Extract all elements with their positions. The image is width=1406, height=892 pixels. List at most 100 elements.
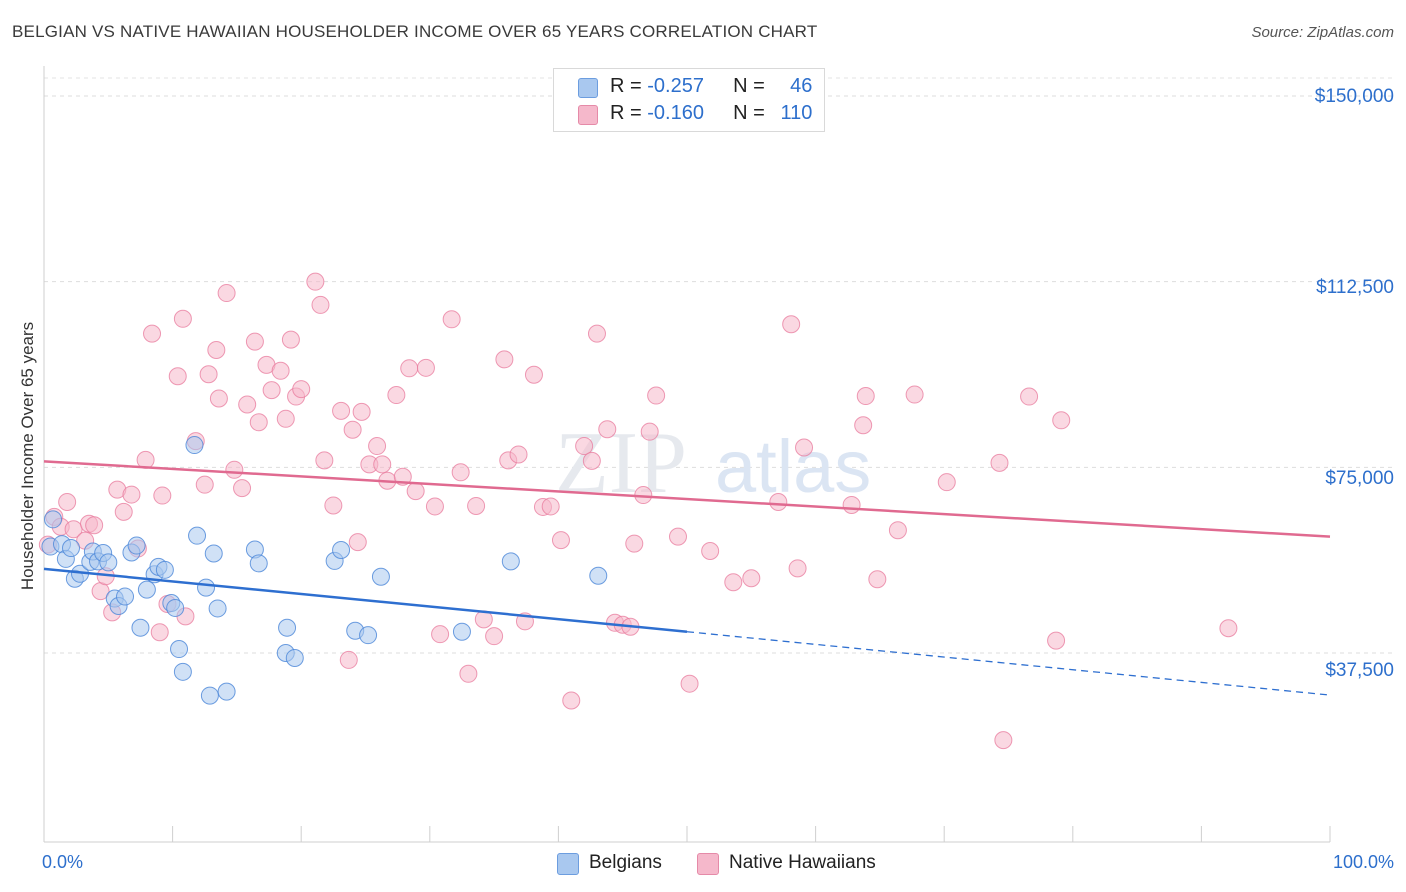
native-hawaiian-point <box>217 284 236 303</box>
belgian-point <box>371 567 390 586</box>
legend-swatch-pink <box>578 105 598 125</box>
native-hawaiian-point <box>207 340 226 359</box>
native-hawaiian-point <box>1219 619 1238 638</box>
belgian-point <box>285 648 304 667</box>
native-hawaiian-point <box>306 272 325 291</box>
native-hawaiians-trend-line <box>43 460 1331 538</box>
native-hawaiian-point <box>509 445 528 464</box>
belgian-point <box>131 618 150 637</box>
legend-r-value: -0.160 <box>647 102 704 124</box>
belgian-point <box>359 626 378 645</box>
native-hawaiian-point <box>485 627 504 646</box>
native-hawaiian-point <box>854 416 873 435</box>
belgian-point <box>332 541 351 560</box>
belgian-point <box>170 640 189 659</box>
trend-lines <box>43 460 1331 696</box>
native-hawaiian-point <box>524 365 543 384</box>
bottom-legend-swatch-pink <box>697 853 719 875</box>
legend-n-label: N = <box>733 102 771 124</box>
x-tick-right: 100.0% <box>1332 852 1394 872</box>
y-tick-112500: $112,500 <box>1316 277 1394 298</box>
native-hawaiian-point <box>842 495 861 514</box>
native-hawaiian-point <box>680 674 699 693</box>
native-hawaiian-point <box>58 492 77 511</box>
belgian-point <box>62 539 81 558</box>
source-label: Source: ZipAtlas.com <box>1251 24 1394 41</box>
belgian-point <box>452 622 471 641</box>
belgian-point <box>249 554 268 573</box>
native-hawaiian-point <box>373 455 392 474</box>
native-hawaiian-point <box>905 385 924 404</box>
legend-r-label: R = <box>610 75 648 97</box>
native-hawaiian-point <box>168 367 187 386</box>
native-hawaiian-point <box>245 332 264 351</box>
y-tick-150000: $150,000 <box>1314 86 1394 107</box>
native-hawaiian-point <box>467 496 486 515</box>
native-hawaiian-point <box>199 365 218 384</box>
x-tick-left: 0.0% <box>42 852 84 872</box>
belgian-point <box>204 544 223 563</box>
native-hawaiian-point <box>647 386 666 405</box>
belgian-point <box>217 682 236 701</box>
native-hawaiian-point <box>598 420 617 439</box>
native-hawaiian-point <box>795 438 814 457</box>
native-hawaiian-point <box>495 350 514 369</box>
native-hawaiian-point <box>238 395 257 414</box>
native-hawaiian-point <box>1052 411 1071 430</box>
native-hawaiian-point <box>425 497 444 516</box>
belgian-point <box>589 566 608 585</box>
native-hawaiian-point <box>724 573 743 592</box>
native-hawaiian-point <box>292 380 311 399</box>
native-hawaiian-point <box>368 437 387 456</box>
native-hawaiian-point <box>324 496 343 515</box>
belgian-point <box>185 436 204 455</box>
native-hawaiian-point <box>562 691 581 710</box>
chart-title: BELGIAN VS NATIVE HAWAIIAN HOUSEHOLDER I… <box>12 22 818 41</box>
native-hawaiian-point <box>276 409 295 428</box>
native-hawaiian-point <box>143 324 162 343</box>
y-tick-37500: $37,500 <box>1325 660 1394 681</box>
native-hawaiian-point <box>431 625 450 644</box>
belgian-point <box>166 598 185 617</box>
native-hawaiian-point <box>582 451 601 470</box>
belgian-point <box>155 560 174 579</box>
legend-r-value: -0.257 <box>647 75 704 97</box>
belgian-point <box>127 536 146 555</box>
belgian-point <box>137 580 156 599</box>
native-hawaiian-point <box>587 324 606 343</box>
native-hawaiian-point <box>195 475 214 494</box>
native-hawaiian-point <box>400 359 419 378</box>
y-tick-75000: $75,000 <box>1325 468 1394 489</box>
native-hawaiian-point <box>249 413 268 432</box>
native-hawaiian-point <box>416 358 435 377</box>
grid-lines <box>44 77 1395 654</box>
native-hawaiian-point <box>769 492 788 511</box>
legend-r-label: R = <box>610 102 648 124</box>
native-hawaiian-point <box>888 521 907 540</box>
legend-n-value: 110 <box>780 102 813 124</box>
belgian-point <box>200 686 219 705</box>
native-hawaiian-point <box>173 309 192 328</box>
native-hawaiian-point <box>150 623 169 642</box>
native-hawaiian-point <box>311 295 330 314</box>
native-hawaiian-point <box>225 460 244 479</box>
native-hawaiian-point <box>788 559 807 578</box>
belgian-point <box>197 578 216 597</box>
native-hawaiian-point <box>332 401 351 420</box>
belgian-point <box>173 662 192 681</box>
legend-swatch-blue <box>578 78 598 98</box>
native-hawaiian-point <box>315 451 334 470</box>
native-hawaiian-point <box>868 570 887 589</box>
axes <box>43 66 1331 843</box>
native-hawaiian-point <box>551 531 570 550</box>
belgians-points <box>41 436 608 705</box>
belgian-point <box>44 510 63 529</box>
belgian-point <box>501 552 520 571</box>
native-hawaiian-point <box>1020 387 1039 406</box>
native-hawaiian-point <box>1047 631 1066 650</box>
belgian-point <box>278 618 297 637</box>
native-hawaiian-point <box>352 402 371 421</box>
native-hawaiian-point <box>339 650 358 669</box>
native-hawaiian-point <box>668 527 687 546</box>
